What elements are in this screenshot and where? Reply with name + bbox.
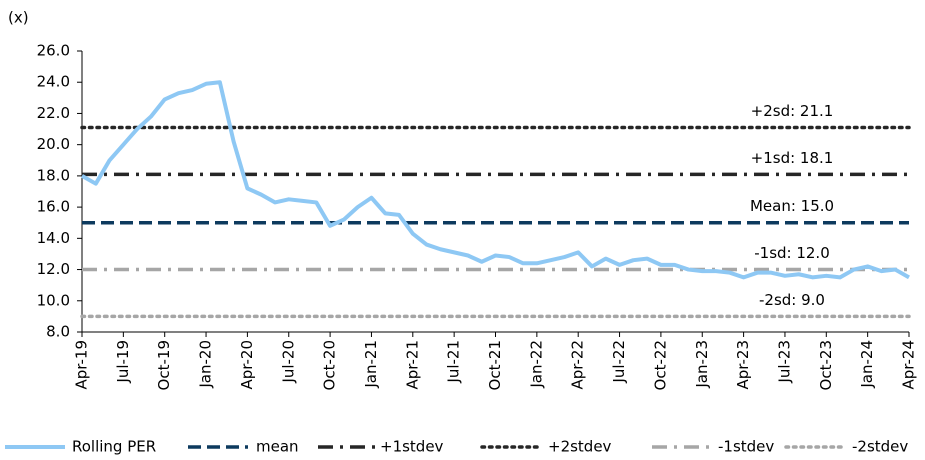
y-tick-label: 10.0 (37, 291, 70, 309)
reference-label: -1sd: 12.0 (754, 244, 830, 262)
x-tick-label: Jan-21 (362, 340, 380, 389)
y-axis-label: (x) (8, 9, 29, 27)
y-tick-label: 24.0 (37, 73, 70, 91)
x-tick-label: Oct-19 (155, 340, 173, 390)
x-tick-label: Oct-20 (321, 340, 339, 390)
y-tick-label: 26.0 (37, 42, 70, 60)
x-tick-label: Jan-24 (858, 340, 876, 389)
x-tick-label: Oct-22 (651, 340, 669, 390)
y-tick-label: 16.0 (37, 198, 70, 216)
legend-label: +2stdev (548, 438, 612, 456)
per-line (81, 80, 910, 280)
x-tick-label: Oct-23 (817, 340, 835, 390)
y-tick-label: 12.0 (37, 260, 70, 278)
x-tick-label: Apr-19 (73, 340, 91, 390)
y-tick-label: 8.0 (46, 323, 70, 341)
x-tick-label: Apr-23 (734, 340, 752, 390)
x-tick-label: Jan-20 (197, 340, 215, 389)
y-tick-label: 22.0 (37, 104, 70, 122)
reference-label: +1sd: 18.1 (751, 149, 834, 167)
y-tick-label: 14.0 (37, 229, 70, 247)
x-tick-label: Oct-21 (486, 340, 504, 390)
y-tick-label: 20.0 (37, 135, 70, 153)
legend-label: -2stdev (852, 438, 908, 456)
x-tick-label: Jul-22 (610, 340, 628, 384)
legend-label: +1stdev (380, 438, 444, 456)
x-tick-label: Apr-22 (569, 340, 587, 390)
x-tick-label: Jul-20 (279, 340, 297, 384)
legend-label: mean (256, 438, 299, 456)
legend-label: Rolling PER (72, 438, 156, 456)
reference-label: -2sd: 9.0 (759, 291, 825, 309)
x-tick-label: Jan-22 (527, 340, 545, 389)
legend-label: -1stdev (718, 438, 774, 456)
reference-label: Mean: 15.0 (750, 197, 834, 215)
reference-label: +2sd: 21.1 (751, 102, 834, 120)
y-tick-label: 18.0 (37, 166, 70, 184)
x-tick-label: Jul-23 (775, 340, 793, 384)
x-tick-label: Apr-20 (238, 340, 256, 390)
x-tick-label: Jul-21 (445, 340, 463, 384)
x-tick-label: Jul-19 (114, 340, 132, 384)
x-tick-label: Apr-21 (403, 340, 421, 390)
x-tick-label: Apr-24 (900, 340, 918, 390)
x-tick-label: Jan-23 (693, 340, 711, 389)
